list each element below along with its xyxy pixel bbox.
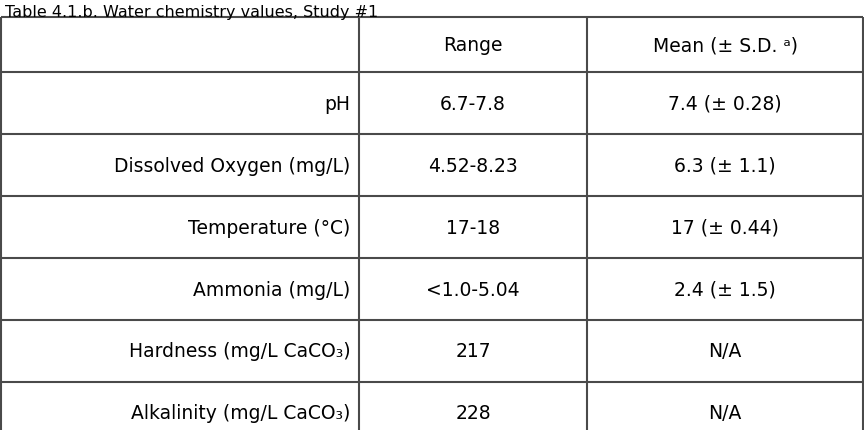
Text: <1.0-5.04: <1.0-5.04 [426, 280, 520, 299]
Text: 6.7-7.8: 6.7-7.8 [440, 94, 506, 113]
Text: 217: 217 [455, 342, 491, 361]
Text: 17 (± 0.44): 17 (± 0.44) [671, 218, 779, 237]
Text: Range: Range [443, 36, 503, 55]
Text: 4.52-8.23: 4.52-8.23 [428, 156, 518, 175]
Text: N/A: N/A [708, 404, 742, 423]
Text: 6.3 (± 1.1): 6.3 (± 1.1) [674, 156, 776, 175]
Text: 7.4 (± 0.28): 7.4 (± 0.28) [668, 94, 782, 113]
Text: N/A: N/A [708, 342, 742, 361]
Text: Hardness (mg/L CaCO₃): Hardness (mg/L CaCO₃) [129, 342, 351, 361]
Text: pH: pH [325, 94, 351, 113]
Text: Ammonia (mg/L): Ammonia (mg/L) [194, 280, 351, 299]
Text: 2.4 (± 1.5): 2.4 (± 1.5) [674, 280, 776, 299]
Text: Dissolved Oxygen (mg/L): Dissolved Oxygen (mg/L) [114, 156, 351, 175]
Text: 17-18: 17-18 [446, 218, 500, 237]
Text: 228: 228 [455, 404, 491, 423]
Text: Table 4.1.b. Water chemistry values, Study #1: Table 4.1.b. Water chemistry values, Stu… [5, 5, 378, 20]
Text: Temperature (°C): Temperature (°C) [188, 218, 351, 237]
Text: Mean (± S.D. ᵃ): Mean (± S.D. ᵃ) [652, 36, 797, 55]
Text: Alkalinity (mg/L CaCO₃): Alkalinity (mg/L CaCO₃) [131, 404, 351, 423]
